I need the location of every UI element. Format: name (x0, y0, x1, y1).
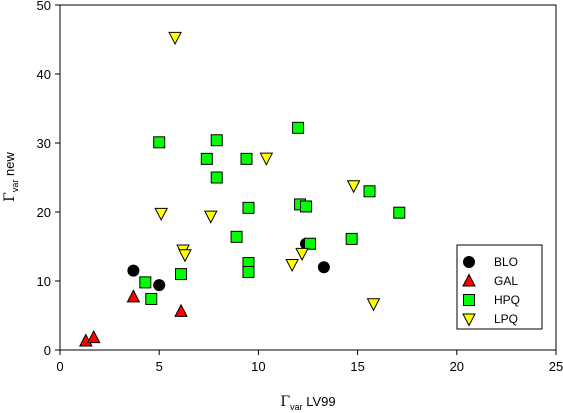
hpq-point (139, 276, 152, 289)
hpq-point (303, 237, 316, 250)
x-tick-label: 20 (450, 359, 464, 374)
hpq-point (210, 134, 223, 147)
hpq-point (240, 152, 253, 165)
axis-ticks: 0 5 10 15 20 25 0 10 20 30 40 50 (37, 0, 563, 374)
x-axis-title: Γvar LV99 (280, 394, 335, 412)
legend-label-hpq: HPQ (494, 293, 520, 307)
y-tick-label: 10 (37, 274, 51, 289)
blo-point (153, 279, 166, 292)
legend-marker-gal (462, 273, 476, 287)
legend-label-lpq: LPQ (494, 312, 518, 326)
legend: BLO GAL HPQ LPQ (456, 244, 543, 330)
legend-label-gal: GAL (494, 274, 518, 288)
hpq-point (175, 268, 188, 281)
hpq-point (145, 292, 158, 305)
lpq-point (366, 298, 381, 312)
lpq-point (346, 180, 361, 194)
hpq-point (363, 185, 376, 198)
legend-entry-blo: BLO (463, 255, 518, 269)
legend-entry-lpq: LPQ (462, 312, 518, 327)
y-tick-label: 30 (37, 136, 51, 151)
lpq-point (203, 210, 218, 224)
lpq-point (259, 152, 274, 166)
lpq-point (168, 31, 182, 46)
gal-point (174, 303, 188, 317)
x-tick-label: 10 (251, 359, 265, 374)
blo-point (317, 261, 330, 274)
legend-marker-blo (463, 256, 475, 268)
lpq-point (295, 247, 309, 261)
gal-point (86, 329, 101, 344)
legend-items: BLO GAL HPQ LPQ (462, 255, 520, 327)
legend-entry-hpq: HPQ (463, 293, 520, 307)
x-tick-label: 15 (350, 359, 364, 374)
legend-marker-lpq (462, 313, 476, 327)
series-lpq (154, 31, 381, 312)
hpq-point (393, 206, 406, 219)
hpq-point (153, 136, 166, 149)
y-tick-label: 40 (37, 67, 51, 82)
lpq-point (154, 207, 169, 221)
series-gal (78, 289, 188, 347)
hpq-point (292, 121, 305, 134)
hpq-point (210, 171, 223, 184)
data-points (78, 31, 406, 347)
y-tick-label: 50 (37, 0, 51, 13)
series-hpq (139, 121, 406, 305)
legend-entry-gal: GAL (462, 273, 518, 288)
hpq-point (230, 230, 243, 243)
x-tick-label: 5 (156, 359, 163, 374)
lpq-point (178, 249, 192, 263)
hpq-point (300, 200, 313, 213)
hpq-point (200, 152, 213, 165)
hpq-point (242, 266, 255, 279)
legend-label-blo: BLO (494, 255, 518, 269)
y-tick-label: 20 (37, 205, 51, 220)
y-tick-label: 0 (44, 343, 51, 358)
legend-marker-hpq (463, 294, 475, 306)
hpq-point (242, 201, 255, 214)
x-tick-label: 25 (549, 359, 563, 374)
hpq-point (345, 232, 358, 245)
x-tick-label: 0 (56, 359, 63, 374)
gal-point (126, 289, 141, 303)
blo-point (127, 264, 140, 277)
lpq-point (285, 258, 299, 273)
y-axis-title: Γvar new (2, 152, 20, 202)
